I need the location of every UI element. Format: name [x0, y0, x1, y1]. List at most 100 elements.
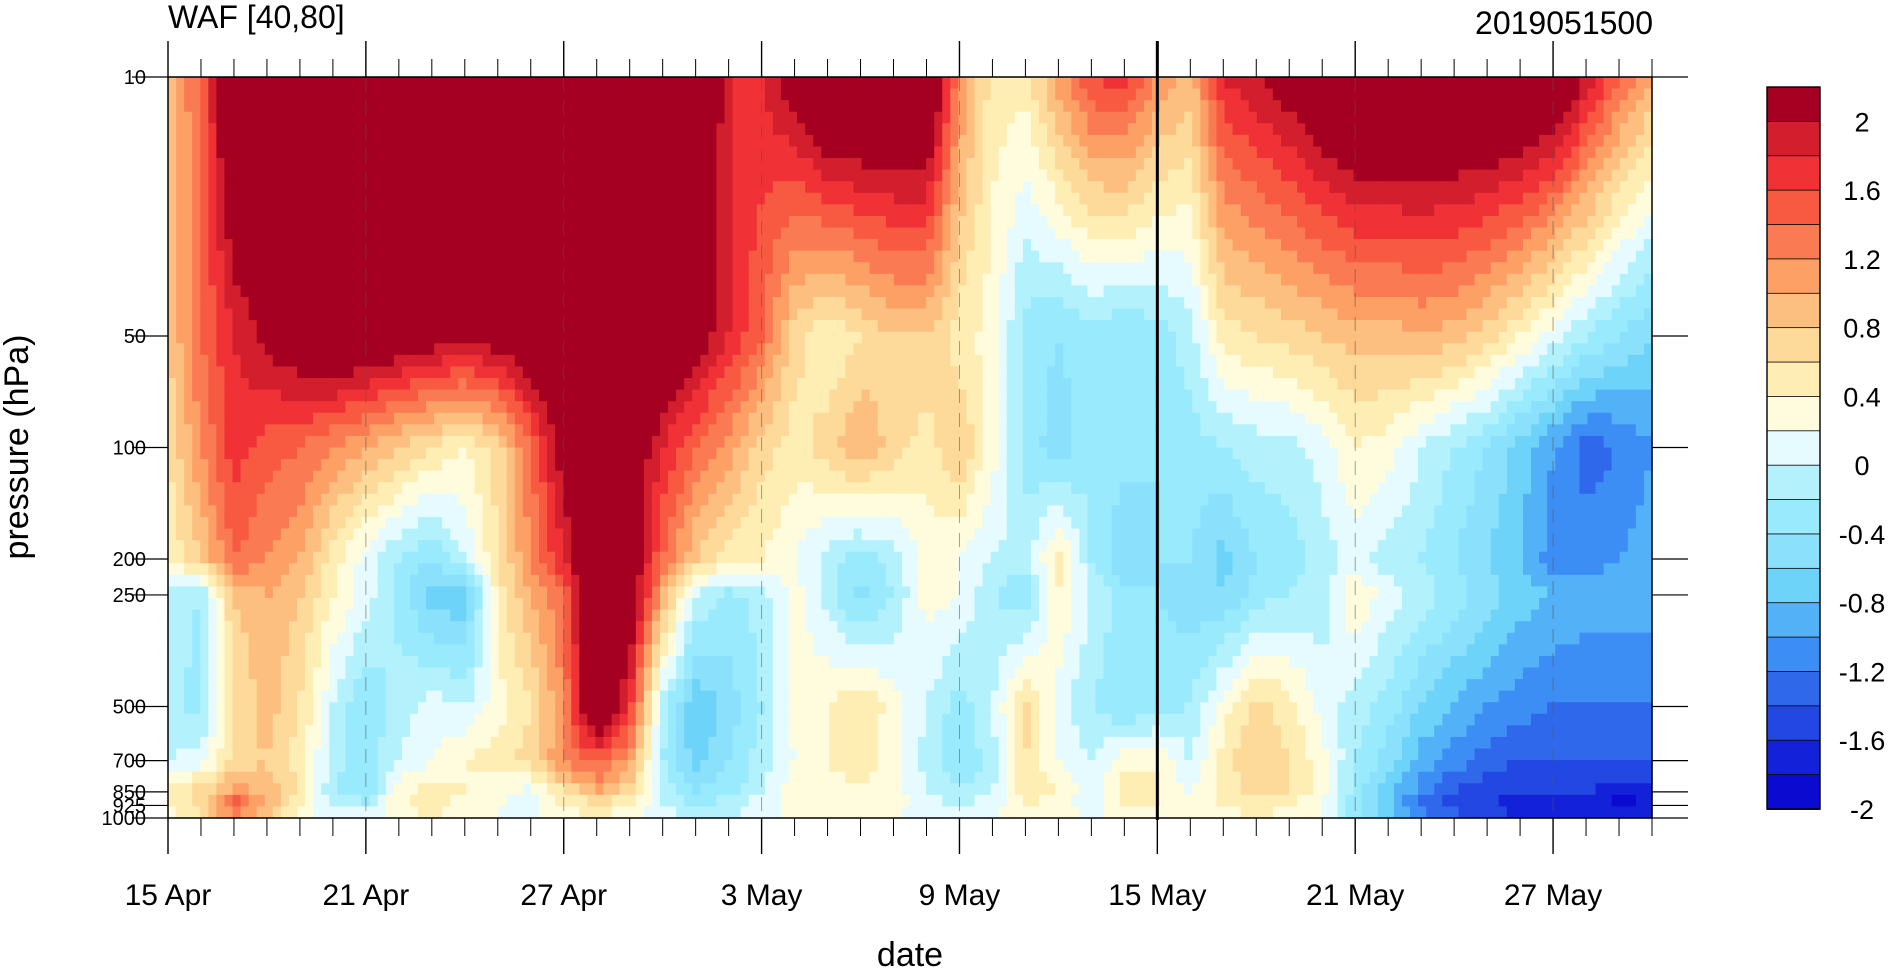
contour-cell — [1401, 378, 1411, 391]
contour-cell — [337, 181, 347, 194]
contour-cell — [579, 146, 588, 159]
contour-cell — [1579, 123, 1589, 136]
contour-cell — [1450, 250, 1460, 263]
contour-cell — [901, 343, 911, 356]
contour-cell — [1474, 366, 1484, 379]
contour-cell — [305, 123, 314, 136]
contour-cell — [369, 308, 379, 321]
contour-cell — [603, 192, 613, 205]
contour-cell — [1385, 285, 1395, 298]
contour-cell — [635, 215, 645, 229]
contour-cell — [595, 320, 605, 333]
contour-cell — [1514, 308, 1524, 321]
contour-cell — [1571, 123, 1581, 136]
contour-cell — [643, 378, 653, 391]
contour-cell — [1168, 296, 1177, 310]
contour-cell — [942, 158, 951, 171]
contour-cell — [1337, 273, 1347, 287]
contour-cell — [345, 192, 355, 205]
contour-cell — [692, 227, 701, 240]
contour-cell — [1240, 158, 1250, 171]
contour-cell — [1256, 123, 1266, 136]
contour-cell — [1458, 169, 1468, 182]
contour-cell — [377, 77, 387, 90]
contour-cell — [1103, 158, 1113, 171]
contour-cell — [1321, 146, 1330, 159]
contour-cell — [168, 331, 177, 344]
contour-cell — [676, 158, 685, 171]
contour-cell — [603, 354, 613, 368]
contour-cell — [1442, 296, 1451, 310]
contour-cell — [1418, 146, 1427, 159]
contour-cell — [627, 308, 637, 321]
contour-cell — [1111, 169, 1121, 182]
contour-cell — [1434, 285, 1443, 298]
contour-cell — [337, 320, 347, 333]
contour-cell — [1611, 88, 1621, 101]
contour-cell — [942, 77, 951, 90]
contour-cell — [1547, 273, 1556, 287]
contour-cell — [772, 296, 782, 310]
contour-cell — [482, 227, 492, 240]
contour-cell — [1135, 181, 1145, 194]
contour-cell — [1595, 134, 1605, 148]
contour-cell — [942, 239, 951, 252]
contour-cell — [1192, 366, 1201, 379]
contour-cell — [264, 296, 274, 310]
contour-cell — [1361, 111, 1371, 124]
contour-cell — [877, 250, 887, 263]
contour-cell — [756, 192, 766, 205]
contour-cell — [708, 77, 718, 90]
contour-cell — [926, 273, 935, 287]
contour-cell — [587, 111, 597, 124]
contour-cell — [764, 320, 774, 333]
contour-cell — [1450, 285, 1460, 298]
contour-cell — [1482, 239, 1492, 252]
contour-cell — [490, 111, 500, 124]
contour-cell — [1635, 204, 1645, 217]
contour-cell — [418, 343, 427, 356]
contour-cell — [377, 134, 387, 148]
contour-cell — [232, 273, 242, 287]
contour-cell — [442, 262, 451, 275]
contour-cell — [797, 239, 806, 252]
contour-cell — [1192, 146, 1201, 159]
contour-cell — [740, 169, 750, 182]
contour-cell — [192, 169, 201, 182]
contour-cell — [385, 227, 395, 240]
contour-cell — [1329, 77, 1339, 90]
contour-cell — [192, 181, 201, 194]
contour-cell — [1079, 308, 1089, 321]
contour-cell — [450, 343, 459, 356]
contour-cell — [200, 320, 209, 333]
contour-cell — [498, 111, 508, 124]
contour-cell — [756, 181, 766, 194]
contour-cell — [1297, 273, 1306, 287]
contour-cell — [1135, 343, 1145, 356]
contour-cell — [1039, 77, 1048, 90]
contour-cell — [1022, 273, 1032, 287]
contour-cell — [1143, 273, 1153, 287]
contour-cell — [280, 239, 290, 252]
contour-cell — [950, 215, 959, 229]
contour-cell — [1297, 378, 1306, 391]
contour-cell — [926, 308, 935, 321]
contour-cell — [474, 169, 484, 182]
contour-cell — [982, 354, 992, 368]
contour-cell — [313, 77, 322, 90]
contour-cell — [1385, 366, 1395, 379]
contour-cell — [313, 146, 322, 159]
contour-cell — [1224, 273, 1234, 287]
contour-cell — [297, 378, 306, 391]
contour-cell — [353, 77, 363, 90]
contour-cell — [958, 262, 968, 275]
contour-cell — [974, 158, 984, 171]
contour-cell — [716, 204, 726, 217]
contour-cell — [1014, 273, 1024, 287]
contour-cell — [288, 192, 298, 205]
contour-cell — [522, 308, 532, 321]
contour-cell — [1256, 273, 1266, 287]
contour-cell — [176, 88, 185, 101]
contour-cell — [877, 88, 887, 101]
contour-cell — [772, 285, 782, 298]
